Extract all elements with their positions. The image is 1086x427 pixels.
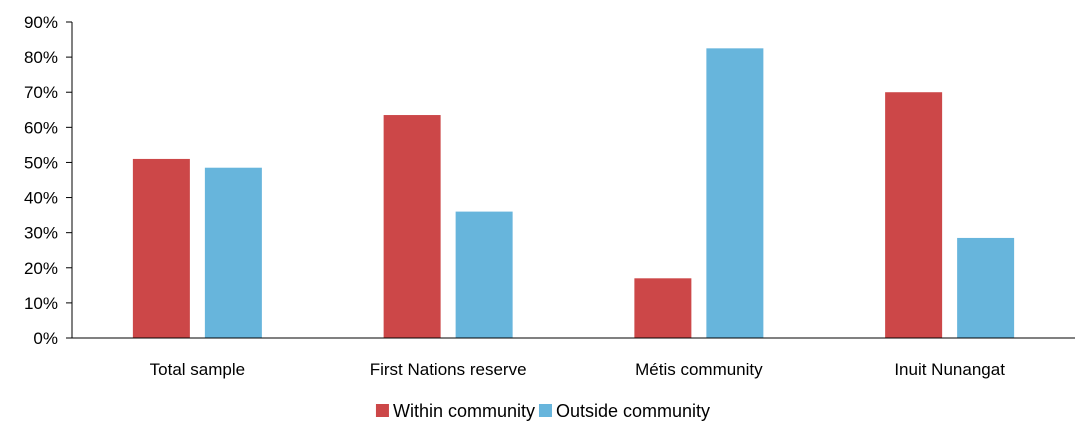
bar-within-community [132,158,190,338]
bar-within-community [885,92,943,338]
y-tick-label: 10% [24,294,58,313]
x-axis-labels: Total sample First Nations reserve Métis c… [150,360,1006,379]
legend-label: Outside community [556,401,710,421]
legend-label: Within community [393,401,535,421]
y-tick-label: 40% [24,189,58,208]
bars [132,48,1015,339]
bar-within-community [383,115,441,339]
category-label: Métis community [635,360,763,379]
bar-within-community [634,278,692,338]
y-tick-label: 80% [24,48,58,67]
y-axis-ticks: 0% 10% 20% 30% 40% 50% 60% 70% 80% 90% [24,13,72,348]
y-tick-label: 30% [24,224,58,243]
category-label: Inuit Nunangat [894,360,1005,379]
legend: Within community Outside community [375,401,710,421]
legend-swatch [375,404,389,417]
bar-outside-community [957,237,1015,338]
legend-swatch [538,404,552,417]
category-label: Total sample [150,360,245,379]
y-tick-label: 70% [24,83,58,102]
bar-outside-community [204,167,262,338]
bar-outside-community [455,211,513,338]
y-tick-label: 20% [24,259,58,278]
category-label: First Nations reserve [370,360,527,379]
y-tick-label: 90% [24,13,58,32]
bar-outside-community [706,48,764,338]
y-tick-label: 50% [24,153,58,172]
y-tick-label: 0% [33,329,58,348]
y-tick-label: 60% [24,118,58,137]
